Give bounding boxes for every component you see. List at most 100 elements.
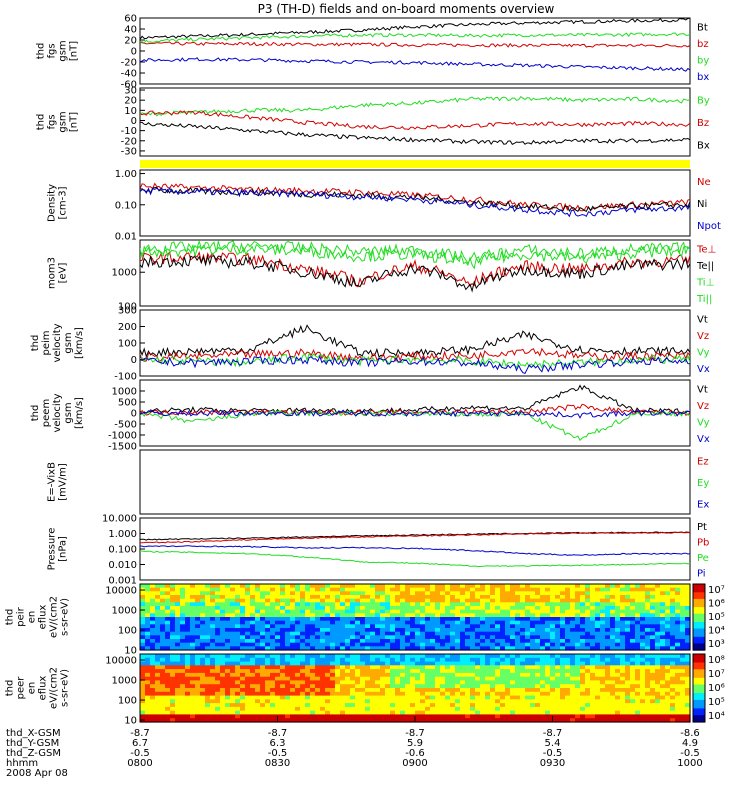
heatmap-cell (310, 602, 316, 607)
heatmap-cell (560, 710, 566, 716)
heatmap-cell (410, 672, 416, 678)
heatmap-cell (495, 639, 501, 644)
heatmap-cell (555, 714, 561, 719)
heatmap-cell (490, 628, 496, 633)
heatmap-cell (440, 661, 446, 666)
heatmap-cell (625, 710, 631, 716)
heatmap-cell (425, 584, 431, 589)
heatmap-cell (415, 617, 421, 622)
heatmap-cell (230, 684, 236, 689)
heatmap-cell (675, 595, 681, 600)
heatmap-cell (615, 635, 621, 640)
heatmap-cell (390, 703, 396, 708)
heatmap-cell (195, 703, 201, 708)
heatmap-cell (665, 631, 671, 636)
heatmap-cell (410, 635, 416, 640)
heatmap-cell (165, 631, 171, 636)
heatmap-cell (470, 587, 476, 592)
heatmap-cell (450, 595, 456, 600)
heatmap-cell (200, 628, 206, 633)
heatmap-cell (270, 676, 276, 682)
heatmap-cell (625, 639, 631, 644)
heatmap-cell (675, 691, 681, 697)
heatmap-cell (590, 691, 596, 697)
heatmap-cell (500, 591, 506, 596)
colorbar-cell (693, 660, 705, 664)
heatmap-cell (595, 631, 601, 636)
heatmap-cell (520, 591, 526, 596)
heatmap-cell (155, 587, 161, 592)
heatmap-cell (600, 654, 606, 659)
heatmap-cell (180, 606, 186, 611)
heatmap-cell (415, 680, 421, 685)
y-tick-label: 0 (131, 409, 137, 420)
heatmap-cell (370, 584, 376, 589)
heatmap-cell (460, 624, 466, 629)
y-tick-label: -1000 (108, 431, 137, 442)
heatmap-cell (200, 646, 206, 651)
heatmap-cell (465, 718, 471, 723)
heatmap-cell (160, 718, 166, 723)
heatmap-cell (510, 646, 516, 651)
heatmap-cell (175, 617, 181, 622)
heatmap-cell (285, 714, 291, 719)
heatmap-cell (415, 684, 421, 689)
x-label-value: 5.4 (545, 738, 561, 749)
heatmap-cell (640, 714, 646, 719)
heatmap-cell (675, 631, 681, 636)
heatmap-cell (195, 591, 201, 596)
colorbar-cell (693, 698, 705, 701)
heatmap-cell (520, 676, 526, 682)
heatmap-cell (375, 718, 381, 723)
heatmap-cell (250, 642, 256, 647)
heatmap-cell (340, 661, 346, 666)
heatmap-cell (335, 706, 341, 712)
heatmap-cell (630, 584, 636, 589)
heatmap-cell (245, 714, 251, 719)
heatmap-cell (430, 609, 436, 614)
heatmap-cell (165, 703, 171, 708)
heatmap-cell (500, 706, 506, 712)
heatmap-cell (590, 665, 596, 670)
heatmap-cell (200, 669, 206, 674)
heatmap-cell (540, 718, 546, 723)
heatmap-cell (475, 595, 481, 600)
heatmap-cell (410, 609, 416, 614)
heatmap-cell (600, 631, 606, 636)
heatmap-cell (440, 591, 446, 596)
heatmap-cell (210, 703, 216, 708)
heatmap-cell (520, 654, 526, 659)
heatmap-cell (255, 691, 261, 697)
heatmap-cell (570, 706, 576, 712)
heatmap-cell (215, 584, 221, 589)
heatmap-cell (295, 584, 301, 589)
heatmap-cell (505, 684, 511, 689)
heatmap-cell (450, 706, 456, 712)
y-tick-label: -10 (121, 126, 137, 137)
heatmap-cell (530, 591, 536, 596)
heatmap-cell (565, 624, 571, 629)
heatmap-cell (625, 688, 631, 693)
heatmap-cell (585, 639, 591, 644)
heatmap-cell (220, 688, 226, 693)
heatmap-cell (545, 684, 551, 689)
heatmap-cell (565, 602, 571, 607)
heatmap-cell (245, 628, 251, 633)
heatmap-cell (515, 606, 521, 611)
heatmap-cell (570, 676, 576, 682)
heatmap-cell (645, 672, 651, 678)
heatmap-cell (460, 635, 466, 640)
heatmap-cell (530, 691, 536, 697)
heatmap-cell (430, 631, 436, 636)
heatmap-cell (215, 710, 221, 716)
heatmap-cell (540, 714, 546, 719)
heatmap-cell (475, 714, 481, 719)
heatmap-cell (660, 680, 666, 685)
heatmap-cell (605, 665, 611, 670)
heatmap-cell (450, 714, 456, 719)
heatmap-cell (175, 703, 181, 708)
heatmap-cell (295, 613, 301, 618)
heatmap-cell (500, 710, 506, 716)
heatmap-cell (530, 631, 536, 636)
heatmap-cell (400, 598, 406, 603)
